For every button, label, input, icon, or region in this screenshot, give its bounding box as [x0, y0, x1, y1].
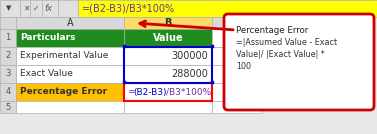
- FancyBboxPatch shape: [124, 65, 212, 83]
- FancyBboxPatch shape: [78, 0, 377, 17]
- FancyBboxPatch shape: [124, 83, 212, 101]
- Text: (B2-B3): (B2-B3): [133, 88, 167, 96]
- Text: Percentage Error: Percentage Error: [236, 26, 308, 35]
- FancyBboxPatch shape: [124, 47, 212, 65]
- FancyBboxPatch shape: [124, 17, 212, 29]
- FancyBboxPatch shape: [16, 47, 124, 65]
- Text: Value: Value: [153, 33, 183, 43]
- FancyBboxPatch shape: [211, 45, 214, 48]
- Text: ✓: ✓: [33, 4, 39, 13]
- Text: Percentage Error: Percentage Error: [20, 88, 107, 96]
- Text: Experimental Value: Experimental Value: [20, 51, 108, 60]
- Text: 288000: 288000: [171, 69, 208, 79]
- Text: fx: fx: [44, 4, 52, 13]
- Text: 3: 3: [5, 70, 11, 79]
- Text: /B3*100%: /B3*100%: [166, 88, 211, 96]
- FancyBboxPatch shape: [0, 0, 78, 17]
- Text: ✕: ✕: [23, 4, 29, 13]
- Text: =: =: [127, 88, 135, 96]
- Text: B: B: [164, 18, 172, 28]
- FancyBboxPatch shape: [0, 101, 16, 113]
- FancyBboxPatch shape: [124, 101, 212, 113]
- FancyBboxPatch shape: [0, 65, 16, 83]
- FancyBboxPatch shape: [0, 17, 16, 29]
- FancyBboxPatch shape: [224, 14, 374, 110]
- FancyBboxPatch shape: [211, 81, 214, 84]
- FancyBboxPatch shape: [212, 17, 262, 29]
- Text: Particulars: Particulars: [20, 34, 75, 42]
- FancyBboxPatch shape: [16, 83, 124, 101]
- Text: 300000: 300000: [171, 51, 208, 61]
- FancyBboxPatch shape: [212, 47, 262, 65]
- Text: 1: 1: [5, 34, 11, 42]
- Text: =|Assumed Value - Exact
Value|/ |Exact Value| *
100: =|Assumed Value - Exact Value|/ |Exact V…: [236, 38, 337, 71]
- Text: 5: 5: [5, 103, 11, 111]
- FancyBboxPatch shape: [16, 29, 124, 47]
- FancyBboxPatch shape: [123, 45, 126, 48]
- FancyBboxPatch shape: [16, 101, 124, 113]
- FancyBboxPatch shape: [0, 83, 16, 101]
- Text: Exact Value: Exact Value: [20, 70, 73, 79]
- FancyBboxPatch shape: [212, 65, 262, 83]
- FancyBboxPatch shape: [0, 47, 16, 65]
- FancyBboxPatch shape: [16, 17, 124, 29]
- Text: C: C: [234, 18, 241, 28]
- FancyBboxPatch shape: [212, 83, 262, 101]
- FancyBboxPatch shape: [16, 65, 124, 83]
- Text: =(B2-B3)/B3*100%: =(B2-B3)/B3*100%: [82, 3, 175, 14]
- Text: 4: 4: [5, 88, 11, 96]
- FancyBboxPatch shape: [123, 81, 126, 84]
- FancyBboxPatch shape: [212, 101, 262, 113]
- FancyBboxPatch shape: [124, 29, 212, 47]
- Text: ▼: ▼: [6, 5, 11, 12]
- Text: 2: 2: [5, 51, 11, 60]
- Text: A: A: [67, 18, 73, 28]
- FancyBboxPatch shape: [212, 29, 262, 47]
- FancyBboxPatch shape: [0, 29, 16, 47]
